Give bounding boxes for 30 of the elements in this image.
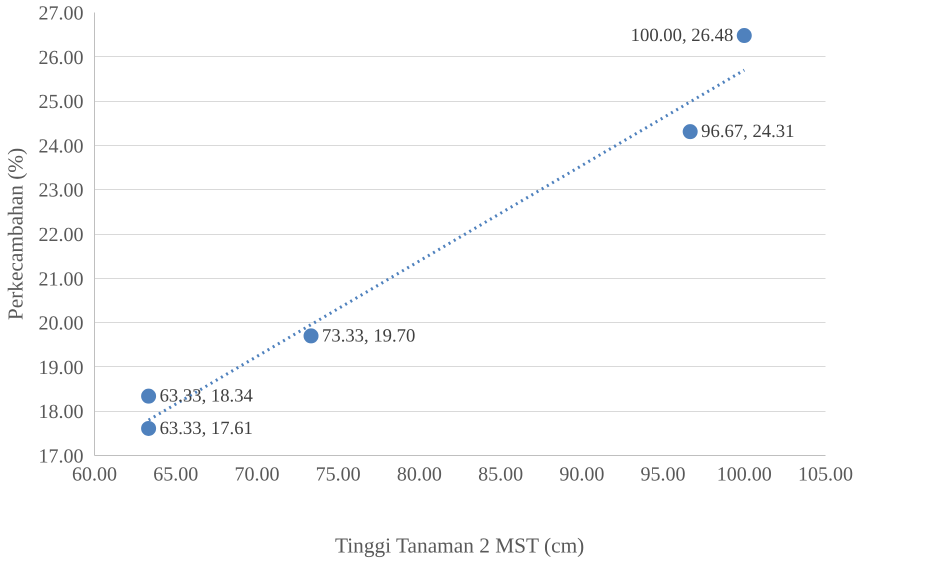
data-label: 73.33, 19.70 — [322, 325, 416, 346]
x-tick-label: 75.00 — [316, 464, 361, 486]
x-tick-label: 80.00 — [396, 464, 442, 486]
data-label: 96.67, 24.31 — [701, 121, 794, 142]
y-tick-label: 26.00 — [38, 46, 84, 69]
point — [682, 124, 698, 140]
y-tick-label: 21.00 — [38, 268, 84, 290]
data-label: 100.00, 26.48 — [630, 25, 734, 46]
x-tick-label: 95.00 — [640, 464, 686, 486]
y-tick-label: 20.00 — [38, 312, 84, 335]
point — [304, 328, 319, 344]
y-tick-label: 27.00 — [38, 2, 84, 24]
x-tick-label: 85.00 — [478, 464, 524, 486]
y-tick-label: 19.00 — [38, 356, 84, 379]
y-axis-title: Perkecambahan (%) — [4, 148, 28, 320]
point — [736, 28, 752, 44]
x-tick-label: 100.00 — [716, 464, 772, 486]
y-tick-label: 24.00 — [38, 135, 84, 158]
x-tick-label: 70.00 — [234, 464, 280, 486]
x-tick-label: 90.00 — [559, 464, 604, 486]
x-axis-title: Tinggi Tanaman 2 MST (cm) — [334, 534, 584, 558]
data-label: 63.33, 17.61 — [160, 418, 253, 439]
y-tick-label: 22.00 — [38, 224, 84, 246]
y-tick-label: 18.00 — [38, 401, 84, 424]
y-tick-label: 23.00 — [38, 180, 84, 202]
y-tick-label: 25.00 — [38, 91, 84, 114]
x-tick-label: 105.00 — [798, 464, 853, 486]
point — [141, 420, 156, 436]
point — [141, 388, 156, 404]
x-tick-label: 65.00 — [153, 464, 198, 486]
